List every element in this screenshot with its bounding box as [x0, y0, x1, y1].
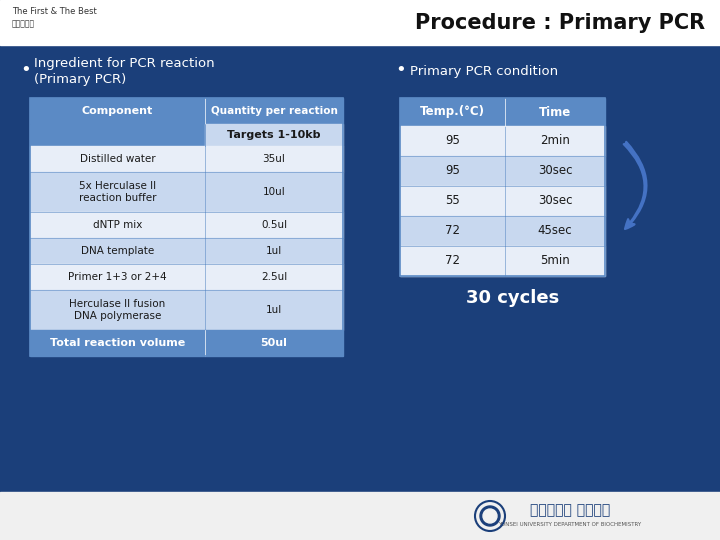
- Text: 30 cycles: 30 cycles: [466, 289, 559, 307]
- Text: 55: 55: [445, 194, 460, 207]
- Bar: [205, 124, 343, 146]
- Text: 10ul: 10ul: [263, 187, 285, 197]
- Circle shape: [480, 506, 500, 526]
- FancyArrowPatch shape: [624, 142, 647, 229]
- Text: Component: Component: [82, 106, 153, 116]
- Text: dNTP mix: dNTP mix: [93, 220, 142, 230]
- Text: 연세대학교: 연세대학교: [12, 19, 35, 29]
- Text: •: •: [395, 61, 406, 79]
- Text: 2.5ul: 2.5ul: [261, 272, 287, 282]
- Text: 0.5ul: 0.5ul: [261, 220, 287, 230]
- Text: 5min: 5min: [540, 254, 570, 267]
- Bar: [30, 330, 343, 356]
- Text: Targets 1-10kb: Targets 1-10kb: [228, 130, 320, 140]
- Bar: [400, 246, 605, 276]
- Text: (Primary PCR): (Primary PCR): [34, 72, 126, 85]
- Bar: [30, 124, 205, 146]
- Text: 35ul: 35ul: [263, 154, 285, 164]
- Bar: [30, 238, 343, 264]
- Text: 1ul: 1ul: [266, 246, 282, 256]
- Text: 72: 72: [445, 225, 460, 238]
- Text: 72: 72: [445, 254, 460, 267]
- Bar: [30, 290, 343, 330]
- Bar: [400, 98, 605, 276]
- Text: Procedure : Primary PCR: Procedure : Primary PCR: [415, 13, 705, 33]
- Text: Total reaction volume: Total reaction volume: [50, 338, 185, 348]
- Text: 1ul: 1ul: [266, 305, 282, 315]
- Bar: [0, 492, 720, 540]
- Text: 30sec: 30sec: [538, 165, 572, 178]
- Text: Primer 1+3 or 2+4: Primer 1+3 or 2+4: [68, 272, 167, 282]
- Bar: [30, 98, 343, 356]
- Text: The First & The Best: The First & The Best: [12, 8, 96, 17]
- Bar: [0, 0, 720, 45]
- Text: Herculase II fusion
DNA polymerase: Herculase II fusion DNA polymerase: [69, 299, 166, 321]
- Bar: [400, 156, 605, 186]
- Text: 50ul: 50ul: [261, 338, 287, 348]
- Bar: [30, 172, 343, 212]
- Text: Primary PCR condition: Primary PCR condition: [410, 65, 558, 78]
- Bar: [30, 264, 343, 290]
- Bar: [400, 126, 605, 156]
- Circle shape: [483, 509, 497, 523]
- Text: 5x Herculase II
reaction buffer: 5x Herculase II reaction buffer: [78, 181, 156, 203]
- Text: Ingredient for PCR reaction: Ingredient for PCR reaction: [34, 57, 215, 71]
- Bar: [400, 98, 605, 126]
- Text: 30sec: 30sec: [538, 194, 572, 207]
- Bar: [30, 212, 343, 238]
- Text: YONSEI UNIVERSITY DEPARTMENT OF BIOCHEMISTRY: YONSEI UNIVERSITY DEPARTMENT OF BIOCHEMI…: [498, 522, 642, 526]
- Text: 95: 95: [445, 134, 460, 147]
- Bar: [400, 186, 605, 216]
- Text: DNA template: DNA template: [81, 246, 154, 256]
- Text: 2min: 2min: [540, 134, 570, 147]
- Text: Temp.(°C): Temp.(°C): [420, 105, 485, 118]
- Bar: [400, 216, 605, 246]
- Bar: [30, 98, 343, 124]
- Text: 95: 95: [445, 165, 460, 178]
- Text: 45sec: 45sec: [538, 225, 572, 238]
- Bar: [30, 146, 343, 172]
- Text: 연세대학교 생화학과: 연세대학교 생화학과: [530, 503, 610, 517]
- Text: •: •: [20, 61, 31, 79]
- Text: Time: Time: [539, 105, 571, 118]
- Text: Distilled water: Distilled water: [80, 154, 156, 164]
- Text: Quantity per reaction: Quantity per reaction: [210, 106, 338, 116]
